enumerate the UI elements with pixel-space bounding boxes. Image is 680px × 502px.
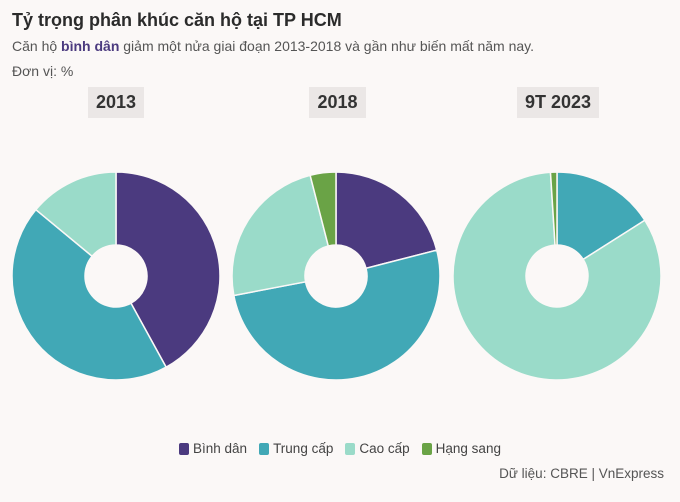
legend-item-cao-cap[interactable]: Cao cấp [345,441,410,456]
subtitle-text-post: giảm một nửa giai đoạn 2013-2018 và gần … [119,38,535,54]
subtitle-highlight: bình dân [61,38,120,54]
legend-label-hang-sang: Hạng sang [435,441,501,456]
legend-label-binh-dan: Bình dân [193,441,248,456]
slice-2013-cao-cap[interactable] [34,171,117,258]
source-note: Dữ liệu: CBRE | VnExpress [499,466,664,481]
slice-2013-binh-dan[interactable] [115,171,221,369]
legend-swatch-hang-sang [421,442,432,455]
legend-swatch-binh-dan [179,442,190,455]
slice-2013-trung-cap[interactable] [11,208,168,381]
legend-swatch-cao-cap [345,442,356,455]
slice-9t-2023-trung-cap[interactable] [556,171,646,261]
legend-label-cao-cap: Cao cấp [359,441,410,456]
slice-9t-2023-hang-sang[interactable] [549,171,558,246]
legend-label-trung-cap: Trung cấp [273,441,334,456]
legend-item-trung-cap[interactable]: Trung cấp [259,441,333,456]
chart-subtitle: Căn hộ bình dân giảm một nửa giai đoạn 2… [12,38,534,54]
panel-label-2013: 2013 [88,87,144,118]
legend-item-hang-sang[interactable]: Hạng sang [421,441,501,456]
slice-2018-binh-dan[interactable] [335,171,438,270]
panel-label-9t-2023: 9T 2023 [517,87,599,118]
legend-swatch-trung-cap [259,442,270,455]
panel-label-2018: 2018 [309,87,366,118]
slice-2018-hang-sang[interactable] [309,171,337,247]
legend-item-binh-dan[interactable]: Bình dân [179,441,247,456]
unit-label: Đơn vị: % [12,63,74,79]
chart-title: Tỷ trọng phân khúc căn hộ tại TP HCM [12,10,342,30]
subtitle-text-pre: Căn hộ [12,38,62,54]
slice-2018-cao-cap[interactable] [231,174,330,297]
slice-9t-2023-cao-cap[interactable] [452,171,662,381]
slice-2018-trung-cap[interactable] [232,249,441,381]
legend: Bình dân Trung cấp Cao cấp Hạng sang [0,441,680,456]
